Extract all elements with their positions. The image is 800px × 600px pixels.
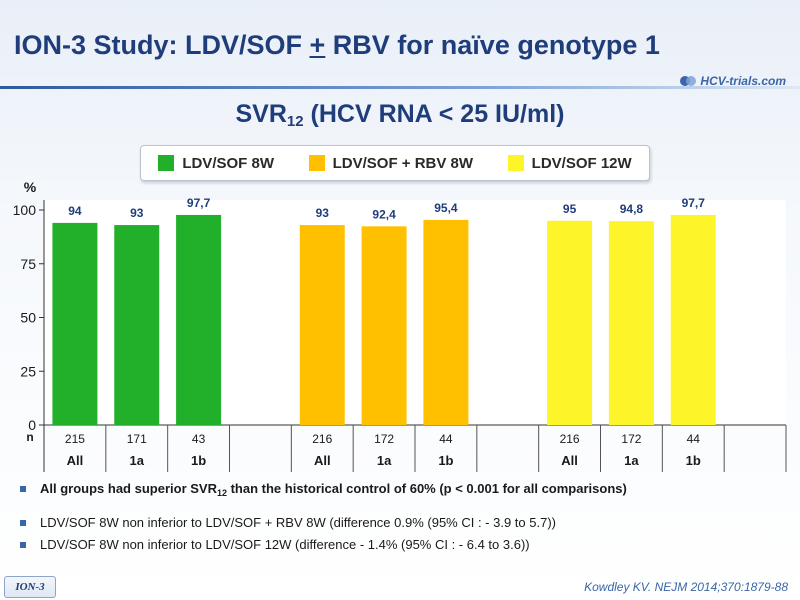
bar-value-label: 93 <box>130 206 144 220</box>
legend-swatch-orange <box>308 155 325 171</box>
findings-list: All groups had superior SVR12 than the h… <box>14 480 784 554</box>
category-label: 1a <box>130 453 145 468</box>
title-rule <box>0 86 800 89</box>
bar <box>114 225 160 425</box>
bar <box>52 222 98 425</box>
finding-superiority-subscript: 12 <box>216 488 227 498</box>
title-part-2: RBV for naïve genotype 1 <box>325 30 660 60</box>
bar <box>299 225 345 425</box>
bar-value-label: 97,7 <box>682 196 706 210</box>
bar-value-label: 94 <box>68 204 82 218</box>
legend-label: LDV/SOF 12W <box>531 154 632 172</box>
y-tick-label: 100 <box>13 202 37 218</box>
brand-logo-text: HCV-trials.com <box>700 74 786 88</box>
legend-item-ldv-sof-12w: LDV/SOF 12W <box>507 154 632 172</box>
bar <box>361 226 407 425</box>
category-label: 1b <box>191 453 206 468</box>
n-value: 43 <box>192 432 206 446</box>
legend-item-ldv-sof-rbv-8w: LDV/SOF + RBV 8W <box>308 154 474 172</box>
n-value: 44 <box>439 432 453 446</box>
category-label: 1b <box>686 453 701 468</box>
bar-value-label: 95 <box>563 202 577 216</box>
slide-title: ION-3 Study: LDV/SOF + RBV for naïve gen… <box>14 30 660 61</box>
n-value: 171 <box>127 432 147 446</box>
category-label: 1b <box>438 453 453 468</box>
y-tick-label: 25 <box>20 363 36 379</box>
bar <box>547 220 593 425</box>
finding-superiority-part-2: than the historical control of 60% (p < … <box>226 481 627 496</box>
y-tick-label: 50 <box>20 310 36 326</box>
bar <box>608 221 654 425</box>
bar-value-label: 95,4 <box>434 201 458 215</box>
brand-logo-icon <box>680 76 697 86</box>
bar-value-label: 92,4 <box>372 207 396 221</box>
bar-value-label: 97,7 <box>187 196 211 210</box>
chart-heading-main: SVR <box>235 100 287 128</box>
n-value: 216 <box>560 432 580 446</box>
finding-superiority: All groups had superior SVR12 than the h… <box>14 480 784 502</box>
legend-label: LDV/SOF 8W <box>182 154 274 172</box>
bar-chart: % 0 25 50 75 100 n 94 215 All 93 171 1a 97,7 43 1b 93 216… <box>13 179 787 472</box>
n-value: 215 <box>65 432 85 446</box>
brand-logo: HCV-trials.com <box>679 74 786 88</box>
citation: Kowdley KV. NEJM 2014;370:1879-88 <box>584 580 788 594</box>
category-label: All <box>561 453 578 468</box>
legend-label: LDV/SOF + RBV 8W <box>332 154 474 172</box>
category-label: All <box>67 453 84 468</box>
n-value: 44 <box>687 432 701 446</box>
y-tick-label: 0 <box>28 417 36 433</box>
n-value: 172 <box>374 432 394 446</box>
title-plus-sign: + <box>309 30 326 60</box>
finding-noninferior-rbv: LDV/SOF 8W non inferior to LDV/SOF + RBV… <box>14 514 784 532</box>
bar-value-label: 94,8 <box>620 202 644 216</box>
n-value: 172 <box>621 432 641 446</box>
bar <box>670 214 716 425</box>
bar-value-label: 93 <box>316 206 330 220</box>
chart-legend: LDV/SOF 8W LDV/SOF + RBV 8W LDV/SOF 12W <box>140 145 650 181</box>
n-row-label: n <box>26 430 33 444</box>
bar <box>423 219 469 425</box>
plot-area <box>44 200 786 425</box>
category-label: 1a <box>377 453 392 468</box>
chart-heading-rest: (HCV RNA < 25 IU/ml) <box>303 100 565 128</box>
y-tick-label: 75 <box>20 256 36 272</box>
y-axis-label: % <box>24 179 37 195</box>
n-value: 216 <box>312 432 332 446</box>
bar <box>176 214 222 425</box>
chart-heading-subscript: 12 <box>286 113 304 130</box>
legend-item-ldv-sof-8w: LDV/SOF 8W <box>158 155 274 172</box>
finding-superiority-part-1: All groups had superior SVR <box>40 481 217 496</box>
study-badge: ION-3 <box>4 576 56 598</box>
category-label: All <box>314 453 331 468</box>
legend-swatch-yellow <box>507 155 524 171</box>
title-part-1: ION-3 Study: LDV/SOF <box>14 30 310 60</box>
legend-swatch-green <box>158 155 175 171</box>
finding-noninferior-12w: LDV/SOF 8W non inferior to LDV/SOF 12W (… <box>14 536 784 554</box>
chart-heading: SVR12 (HCV RNA < 25 IU/ml) <box>0 100 800 130</box>
category-label: 1a <box>624 453 639 468</box>
